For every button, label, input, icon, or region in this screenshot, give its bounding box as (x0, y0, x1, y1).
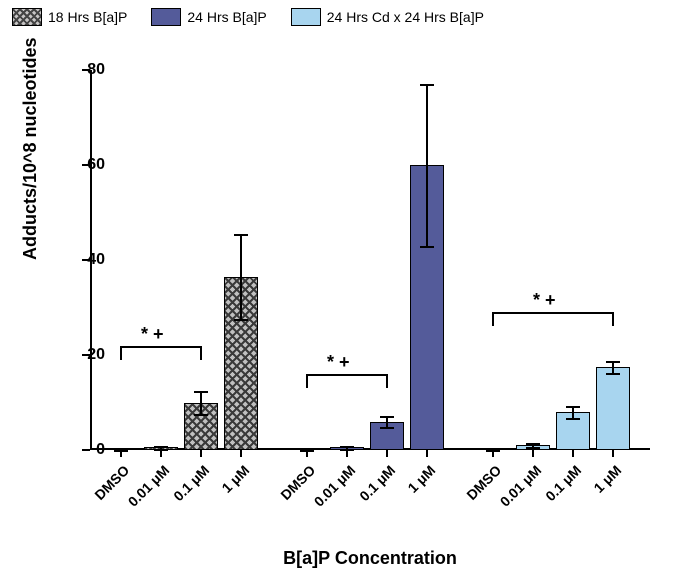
error-cap (194, 414, 208, 416)
error-cap (340, 449, 354, 451)
error-cap (526, 443, 540, 445)
error-cap (340, 446, 354, 448)
legend-label: 18 Hrs B[a]P (48, 9, 127, 25)
y-tick-label: 40 (45, 251, 105, 269)
bar (596, 367, 630, 450)
error-cap (114, 450, 128, 452)
x-tick (346, 450, 348, 457)
significance-marker: * + (141, 324, 164, 345)
legend-item: 24 Hrs B[a]P (151, 8, 266, 26)
legend-swatch-hatch (12, 8, 42, 26)
significance-marker: * + (327, 352, 350, 373)
significance-bracket-end (386, 374, 388, 388)
y-tick-label: 20 (45, 346, 105, 364)
error-cap (194, 391, 208, 393)
error-cap (566, 406, 580, 408)
legend-swatch (291, 8, 321, 26)
error-cap (380, 427, 394, 429)
error-cap (154, 449, 168, 451)
significance-bracket (307, 374, 387, 376)
significance-bracket-end (200, 346, 202, 360)
x-tick (200, 450, 202, 457)
x-tick (572, 450, 574, 457)
legend-label: 24 Hrs B[a]P (187, 9, 266, 25)
error-cap (420, 246, 434, 248)
plot-area: * + * + * + (90, 70, 650, 450)
error-cap (606, 361, 620, 363)
error-bar (426, 84, 428, 246)
legend-label: 24 Hrs Cd x 24 Hrs B[a]P (327, 9, 484, 25)
error-cap (606, 373, 620, 375)
significance-bracket-end (306, 374, 308, 388)
x-tick (532, 450, 534, 457)
error-cap (420, 84, 434, 86)
y-axis-label: Adducts/10^8 nucleotides (20, 37, 41, 260)
x-tick (240, 450, 242, 457)
significance-bracket-end (612, 312, 614, 326)
significance-bracket-end (492, 312, 494, 326)
y-tick-label: 60 (45, 156, 105, 174)
plot: * + * + * + (90, 70, 650, 450)
significance-bracket-end (120, 346, 122, 360)
error-cap (526, 447, 540, 449)
error-cap (234, 234, 248, 236)
y-tick-label: 0 (45, 441, 105, 459)
chart-figure: 18 Hrs B[a]P 24 Hrs B[a]P 24 Hrs Cd x 24… (0, 0, 677, 580)
error-cap (486, 450, 500, 452)
significance-bracket (121, 346, 201, 348)
legend-swatch (151, 8, 181, 26)
legend-item: 18 Hrs B[a]P (12, 8, 127, 26)
x-axis-label: B[a]P Concentration (90, 548, 650, 569)
y-tick-label: 80 (45, 61, 105, 79)
x-tick (426, 450, 428, 457)
error-cap (234, 319, 248, 321)
error-bar (200, 391, 202, 415)
significance-bracket (493, 312, 613, 314)
legend: 18 Hrs B[a]P 24 Hrs B[a]P 24 Hrs Cd x 24… (12, 8, 484, 26)
significance-marker: * + (533, 290, 556, 311)
error-cap (154, 446, 168, 448)
x-tick (386, 450, 388, 457)
x-tick (612, 450, 614, 457)
error-cap (380, 416, 394, 418)
error-cap (300, 450, 314, 452)
x-tick (160, 450, 162, 457)
error-bar (240, 234, 242, 320)
error-cap (566, 418, 580, 420)
legend-item: 24 Hrs Cd x 24 Hrs B[a]P (291, 8, 484, 26)
